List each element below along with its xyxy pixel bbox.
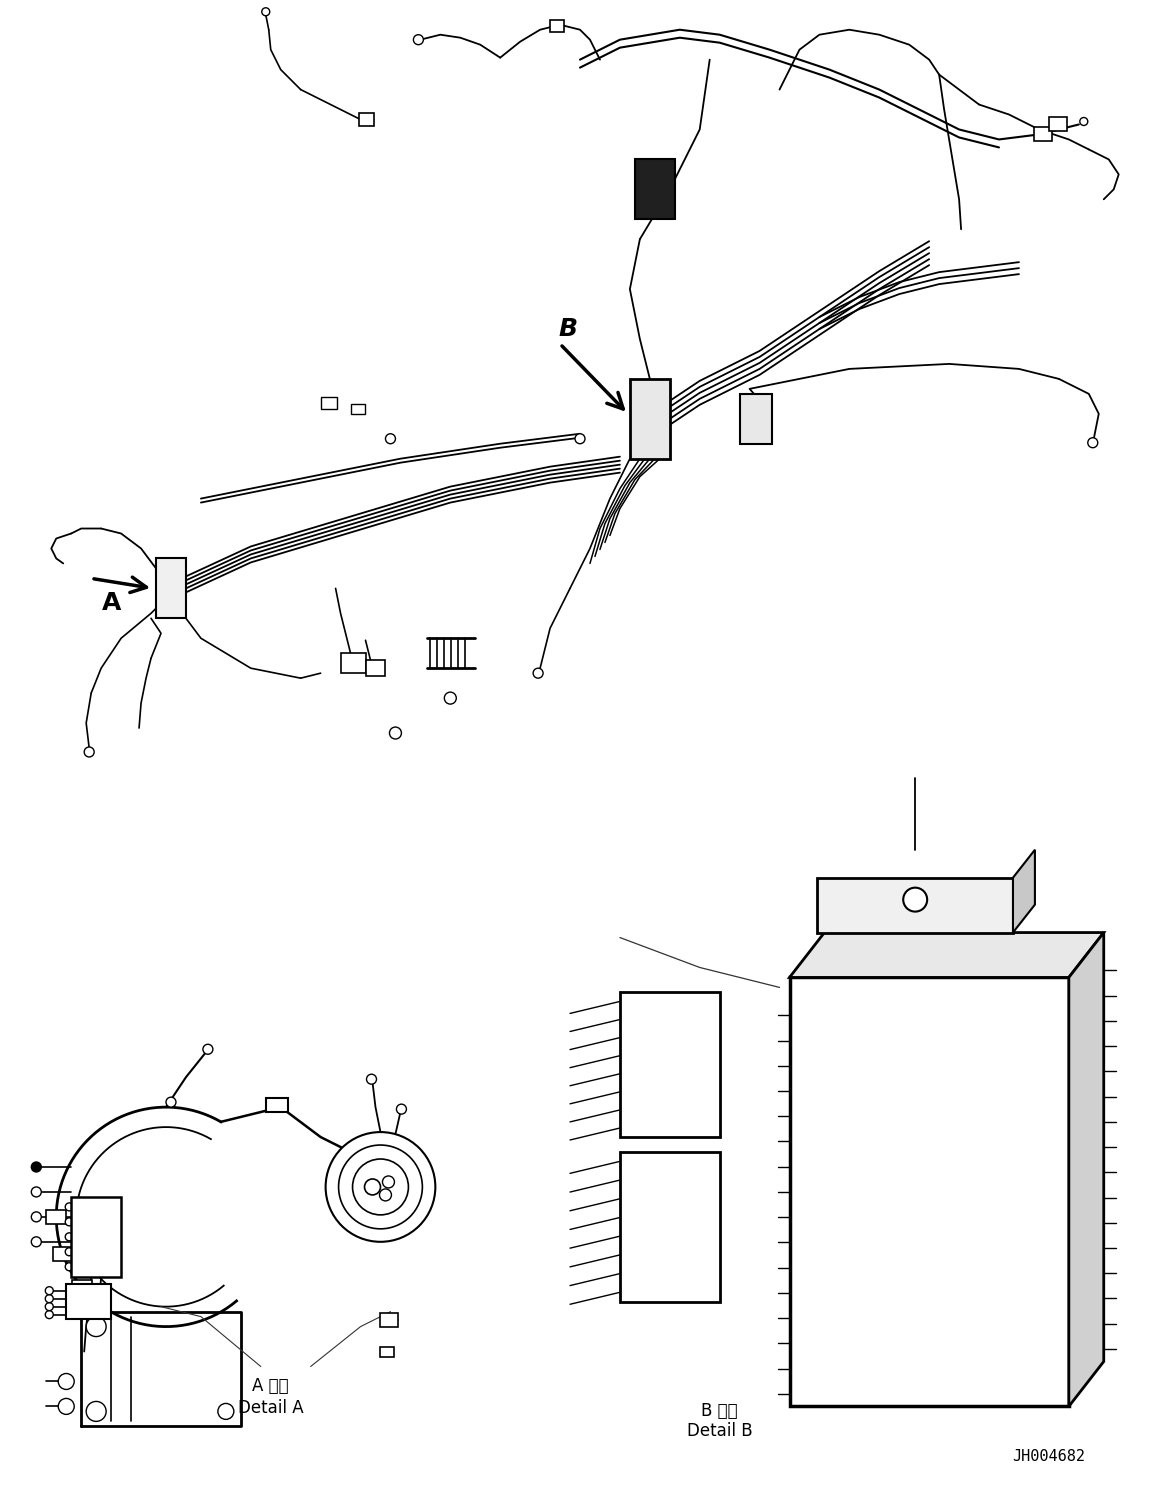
Bar [790,978,1069,1406]
Circle shape [31,1237,42,1247]
Polygon shape [790,933,1104,978]
Bar [630,379,670,458]
Bar [1034,128,1051,141]
Bar [47,1210,66,1223]
Circle shape [217,1403,234,1420]
Bar [380,1347,394,1357]
Circle shape [338,1146,422,1229]
Bar [72,1280,92,1295]
Bar [818,878,1013,933]
Circle shape [166,1097,176,1107]
Circle shape [31,1187,42,1196]
Circle shape [575,433,585,443]
Polygon shape [1013,850,1035,933]
Circle shape [86,1317,106,1336]
Circle shape [366,1074,377,1085]
Bar [1049,118,1066,131]
Circle shape [390,728,401,740]
Bar [380,1312,399,1327]
Circle shape [385,433,395,443]
Circle shape [1087,437,1098,448]
Text: B 詳細: B 詳細 [701,1402,739,1421]
Circle shape [45,1311,53,1318]
Bar [550,19,564,31]
Circle shape [379,1189,392,1201]
Bar [358,113,374,126]
Circle shape [86,1402,106,1421]
Circle shape [65,1263,73,1271]
Circle shape [65,1248,73,1256]
Circle shape [45,1302,53,1311]
Circle shape [58,1399,74,1415]
Circle shape [1079,118,1087,125]
Circle shape [413,34,423,45]
Circle shape [65,1202,73,1211]
Circle shape [58,1373,74,1390]
Bar [365,661,385,676]
Circle shape [262,7,270,16]
Circle shape [65,1234,73,1241]
Circle shape [383,1176,394,1187]
Bar [620,992,720,1137]
Circle shape [45,1287,53,1295]
Text: JH004682: JH004682 [1012,1449,1085,1464]
Circle shape [326,1132,435,1242]
Circle shape [31,1211,42,1222]
Circle shape [904,888,927,912]
Circle shape [444,692,456,704]
Circle shape [84,747,94,757]
Bar [635,159,675,219]
Text: Detail A: Detail A [238,1399,304,1418]
Bar [321,397,336,409]
Text: A 詳細: A 詳細 [252,1378,290,1396]
Bar [52,1247,73,1262]
Text: A: A [101,591,121,616]
Bar [66,1284,112,1318]
Bar [341,653,365,673]
Circle shape [364,1178,380,1195]
Bar [266,1098,287,1112]
Circle shape [397,1104,406,1115]
Circle shape [352,1159,408,1214]
Bar [620,1152,720,1302]
Text: B: B [558,317,578,341]
Text: Detail B: Detail B [687,1423,752,1440]
Circle shape [31,1162,42,1173]
Bar [71,1196,121,1277]
Circle shape [202,1045,213,1055]
Bar [350,403,364,414]
Bar [740,394,771,443]
Polygon shape [1069,933,1104,1406]
Circle shape [45,1295,53,1302]
Circle shape [65,1217,73,1226]
Circle shape [533,668,543,679]
Bar [156,558,186,619]
